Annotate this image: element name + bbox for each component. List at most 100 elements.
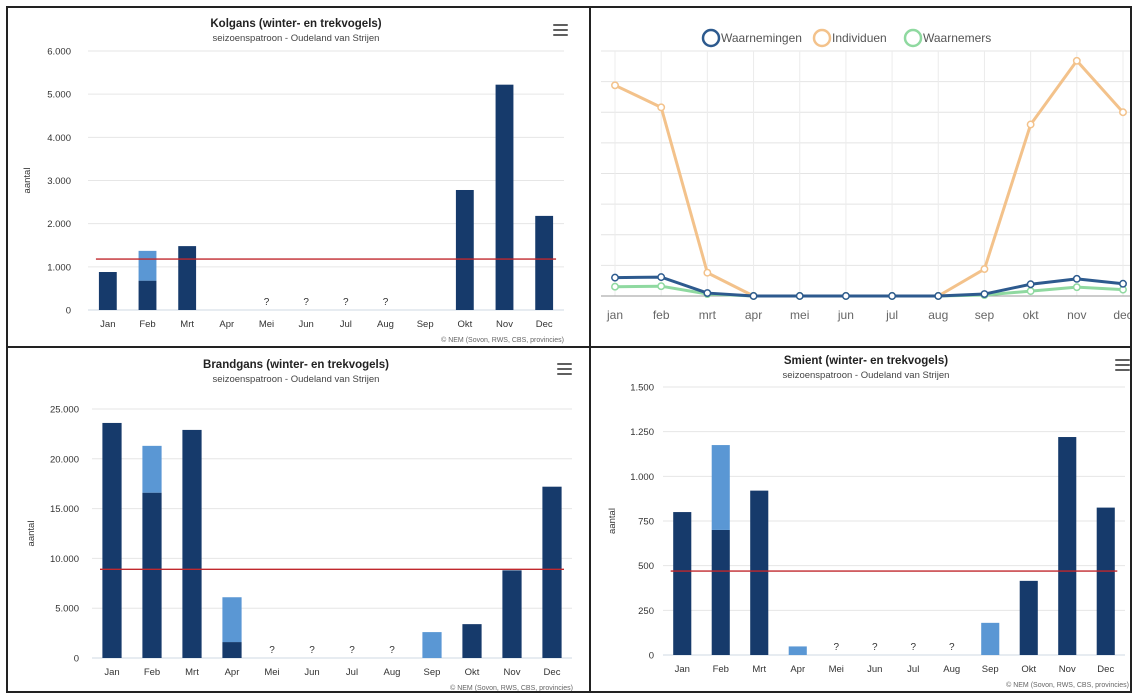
data-point bbox=[1026, 287, 1035, 296]
y-tick-label: 1.000 bbox=[47, 262, 71, 273]
data-point bbox=[611, 282, 619, 291]
x-tick-label: Mei bbox=[264, 667, 279, 678]
kolgans-chart: Kolgans (winter- en trekvogels) seizoensp… bbox=[22, 18, 564, 344]
bar bbox=[495, 84, 514, 310]
x-tick-label: Jan bbox=[104, 667, 119, 678]
chart-menu-icon[interactable] bbox=[553, 24, 568, 36]
x-tick-label: Apr bbox=[790, 664, 805, 675]
unknown-marker: ? bbox=[389, 645, 395, 656]
x-tick-label: sep bbox=[975, 308, 995, 322]
y-tick-label: 20.000 bbox=[50, 454, 79, 465]
x-tick-label: jan bbox=[606, 308, 623, 322]
y-tick-label: 5.000 bbox=[55, 604, 79, 615]
data-point bbox=[657, 273, 666, 282]
x-tick-label: Okt bbox=[457, 319, 472, 330]
x-tick-label: mrt bbox=[699, 308, 717, 322]
bar bbox=[102, 422, 122, 658]
unknown-marker: ? bbox=[910, 642, 916, 653]
bar bbox=[98, 272, 117, 310]
bar bbox=[222, 642, 242, 658]
x-tick-label: Dec bbox=[536, 319, 553, 330]
y-tick-label: 25.000 bbox=[50, 405, 79, 416]
legend-label: Individuen bbox=[832, 31, 887, 45]
data-point bbox=[611, 273, 619, 282]
y-tick-label: 15.000 bbox=[50, 504, 79, 515]
x-tick-label: Jul bbox=[346, 667, 358, 678]
y-tick-label: 0 bbox=[66, 306, 71, 317]
data-point bbox=[1119, 279, 1127, 288]
chart-title: Kolgans (winter- en trekvogels) bbox=[210, 18, 381, 30]
x-tick-label: Nov bbox=[504, 667, 521, 678]
y-tick-label: 0 bbox=[649, 651, 654, 662]
chart-menu-icon[interactable] bbox=[557, 363, 572, 375]
unknown-marker: ? bbox=[383, 297, 389, 308]
x-tick-label: Feb bbox=[139, 319, 155, 330]
x-tick-label: Mei bbox=[259, 319, 274, 330]
x-tick-label: Jun bbox=[867, 664, 882, 675]
legend-label: Waarnemingen bbox=[721, 31, 802, 45]
data-point bbox=[888, 292, 897, 300]
x-tick-label: Apr bbox=[225, 667, 240, 678]
y-axis-label: aantal bbox=[22, 168, 33, 194]
series-line bbox=[614, 275, 1124, 298]
x-tick-label: Mrt bbox=[752, 664, 766, 675]
x-tick-label: Jan bbox=[100, 319, 115, 330]
legend-marker bbox=[903, 28, 923, 48]
chart-title: Smient (winter- en trekvogels) bbox=[784, 355, 948, 367]
smient-chart: Smient (winter- en trekvogels) seizoenspa… bbox=[607, 355, 1129, 689]
y-tick-label: 250 bbox=[638, 606, 654, 617]
x-tick-label: mei bbox=[790, 308, 809, 322]
data-point bbox=[703, 268, 712, 277]
x-tick-label: Aug bbox=[943, 664, 960, 675]
x-tick-label: okt bbox=[1023, 308, 1040, 322]
data-point bbox=[1026, 120, 1035, 129]
x-tick-label: Mrt bbox=[180, 319, 194, 330]
x-tick-label: feb bbox=[653, 308, 670, 322]
x-tick-label: Mei bbox=[829, 664, 844, 675]
bar bbox=[535, 215, 554, 310]
bar bbox=[502, 570, 522, 658]
data-point bbox=[980, 290, 989, 298]
unknown-marker: ? bbox=[264, 297, 270, 308]
brandgans-chart: Brandgans (winter- en trekvogels) seizoen… bbox=[26, 359, 573, 692]
x-tick-label: nov bbox=[1067, 308, 1086, 322]
x-tick-label: Aug bbox=[377, 319, 394, 330]
brandgans-chart-panel: Brandgans (winter- en trekvogels) seizoen… bbox=[8, 349, 590, 693]
bar bbox=[222, 597, 242, 643]
trend-line-chart-panel: jan feb mrt apr mei jun jul aug sep okt nov dec Waar… bbox=[593, 8, 1132, 346]
y-tick-label: 5.000 bbox=[47, 90, 71, 101]
data-point bbox=[611, 81, 619, 90]
data-point bbox=[795, 292, 804, 300]
unknown-marker: ? bbox=[833, 642, 839, 653]
unknown-marker: ? bbox=[309, 645, 315, 656]
data-point bbox=[1026, 280, 1035, 289]
x-tick-label: Dec bbox=[1097, 664, 1114, 675]
x-tick-label: Jan bbox=[675, 664, 690, 675]
unknown-marker: ? bbox=[949, 642, 955, 653]
chart-menu-icon[interactable] bbox=[1115, 359, 1130, 371]
data-point bbox=[703, 289, 712, 298]
y-tick-label: 3.000 bbox=[47, 176, 71, 187]
kolgans-chart-panel: Kolgans (winter- en trekvogels) seizoensp… bbox=[8, 8, 590, 346]
chart-subtitle: seizoenspatroon - Oudeland van Strijen bbox=[213, 33, 380, 44]
x-tick-label: Jul bbox=[340, 319, 352, 330]
x-tick-label: Aug bbox=[384, 667, 401, 678]
bar bbox=[142, 492, 162, 658]
x-tick-label: Okt bbox=[1021, 664, 1036, 675]
chart-subtitle: seizoenspatroon - Oudeland van Strijen bbox=[783, 370, 950, 381]
bar bbox=[1058, 437, 1077, 655]
data-point bbox=[657, 282, 666, 291]
chart-credits: © NEM (Sovon, RWS, CBS, provincies) bbox=[450, 684, 573, 692]
y-tick-label: 1.500 bbox=[630, 383, 654, 394]
bar bbox=[750, 490, 769, 655]
x-tick-label: Feb bbox=[713, 664, 729, 675]
x-tick-label: dec bbox=[1113, 308, 1132, 322]
bar bbox=[673, 512, 692, 655]
y-axis-label: aantal bbox=[26, 521, 37, 547]
data-point bbox=[934, 292, 943, 300]
bar bbox=[711, 445, 730, 530]
unknown-marker: ? bbox=[269, 645, 275, 656]
x-tick-label: Okt bbox=[465, 667, 480, 678]
data-point bbox=[1072, 56, 1081, 65]
x-tick-label: Apr bbox=[219, 319, 234, 330]
